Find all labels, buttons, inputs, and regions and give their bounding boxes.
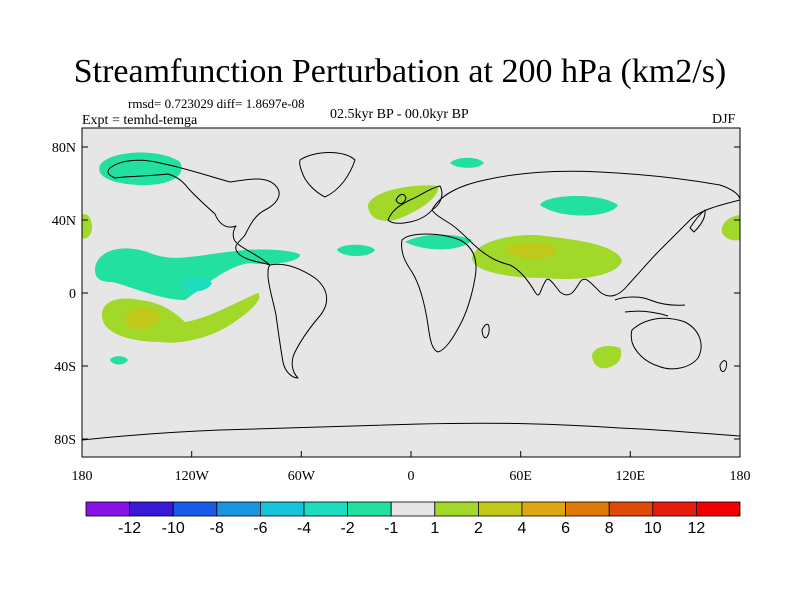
lat-tick-marks bbox=[82, 146, 740, 440]
lat-labels: 80N 40N 0 40S 80S bbox=[52, 141, 76, 448]
colorbar-swatch bbox=[434, 501, 479, 517]
neg-region-north-pacific bbox=[99, 152, 182, 186]
lat-label: 40S bbox=[54, 360, 76, 375]
colorbar-swatch bbox=[608, 501, 654, 517]
colorbar-swatch bbox=[172, 501, 218, 517]
contour-regions bbox=[82, 152, 740, 369]
coast-africa bbox=[401, 233, 477, 353]
pos-region-south-pacific-core bbox=[125, 307, 161, 330]
experiment-label: Expt = temhd-temga bbox=[82, 113, 198, 128]
colorbar-label: 8 bbox=[605, 520, 614, 537]
coast-madagascar bbox=[481, 323, 490, 339]
neg-region-arctic-europe bbox=[450, 157, 484, 168]
lat-label: 40N bbox=[52, 214, 76, 229]
colorbar-swatch bbox=[477, 501, 523, 517]
pos-region-arabia-core bbox=[505, 242, 558, 259]
colorbar-swatch bbox=[216, 501, 261, 517]
lon-labels: 180 120W 60W 0 60E 120E 180 bbox=[72, 469, 751, 484]
lon-label: 120E bbox=[616, 469, 646, 484]
pos-region-arabia-india bbox=[472, 234, 622, 280]
lon-tick-marks bbox=[81, 451, 741, 457]
neg-region-south-pacific bbox=[110, 356, 128, 365]
lon-label: 180 bbox=[72, 469, 93, 484]
coast-south-america bbox=[267, 263, 328, 379]
coast-asia bbox=[431, 170, 740, 297]
pos-region-dateline-east bbox=[721, 215, 740, 241]
colorbar-label: 4 bbox=[518, 520, 527, 537]
colorbar-swatch bbox=[521, 501, 566, 517]
lon-label: 0 bbox=[408, 469, 415, 484]
lon-label: 120W bbox=[175, 469, 210, 484]
coast-greenland bbox=[299, 152, 356, 198]
lat-label: 80S bbox=[54, 433, 76, 448]
neg-region-atlantic bbox=[337, 244, 375, 256]
colorbar-label: -6 bbox=[253, 520, 267, 537]
colorbar-labels: -12 -10 -8 -6 -4 -2 -1 1 2 4 6 8 10 12 bbox=[118, 520, 705, 537]
colorbar-swatch bbox=[652, 501, 697, 517]
coast-uk bbox=[395, 193, 407, 205]
lat-label: 0 bbox=[69, 287, 76, 302]
coast-australia bbox=[630, 317, 702, 370]
colorbar-label: -10 bbox=[162, 520, 185, 537]
colorbar-label: -8 bbox=[210, 520, 224, 537]
page-title: Streamfunction Perturbation at 200 hPa (… bbox=[73, 53, 727, 90]
pos-region-south-indian bbox=[592, 346, 622, 369]
coastlines bbox=[82, 152, 740, 441]
neg-region-pacific-core bbox=[180, 277, 212, 292]
coast-maritime-continent bbox=[614, 296, 686, 317]
lon-label: 60E bbox=[509, 469, 532, 484]
colorbar-label: -2 bbox=[340, 520, 354, 537]
colorbar-label: 12 bbox=[688, 520, 706, 537]
colorbar-swatch bbox=[85, 501, 130, 517]
colorbar-label: 1 bbox=[430, 520, 439, 537]
neg-region-central-asia bbox=[540, 195, 618, 216]
season-label: DJF bbox=[712, 112, 736, 127]
colorbar-label: -12 bbox=[118, 520, 141, 537]
colorbar-swatch bbox=[347, 501, 392, 517]
coast-antarctica bbox=[82, 422, 740, 441]
coast-new-zealand bbox=[719, 360, 727, 373]
colorbar-swatch bbox=[129, 501, 174, 517]
colorbar-label: -1 bbox=[384, 520, 398, 537]
lat-label: 80N bbox=[52, 141, 76, 156]
colorbar-swatch bbox=[565, 501, 610, 517]
pos-region-south-pacific-band bbox=[102, 293, 260, 343]
stats-label: rmsd= 0.723029 diff= 1.8697e-08 bbox=[128, 96, 305, 111]
lon-label: 60W bbox=[288, 469, 316, 484]
colorbar bbox=[85, 501, 741, 517]
period-label: 02.5kyr BP - 00.0kyr BP bbox=[330, 107, 469, 122]
colorbar-label: 2 bbox=[474, 520, 483, 537]
colorbar-swatch bbox=[390, 501, 436, 517]
coast-japan bbox=[689, 209, 706, 233]
colorbar-label: 6 bbox=[561, 520, 570, 537]
colorbar-label: -4 bbox=[297, 520, 311, 537]
colorbar-label: 10 bbox=[644, 520, 662, 537]
neg-region-subtropical-pacific bbox=[95, 248, 300, 300]
colorbar-swatch bbox=[259, 501, 305, 517]
lon-label: 180 bbox=[730, 469, 751, 484]
colorbar-swatch bbox=[696, 501, 741, 517]
colorbar-swatch bbox=[303, 501, 348, 517]
